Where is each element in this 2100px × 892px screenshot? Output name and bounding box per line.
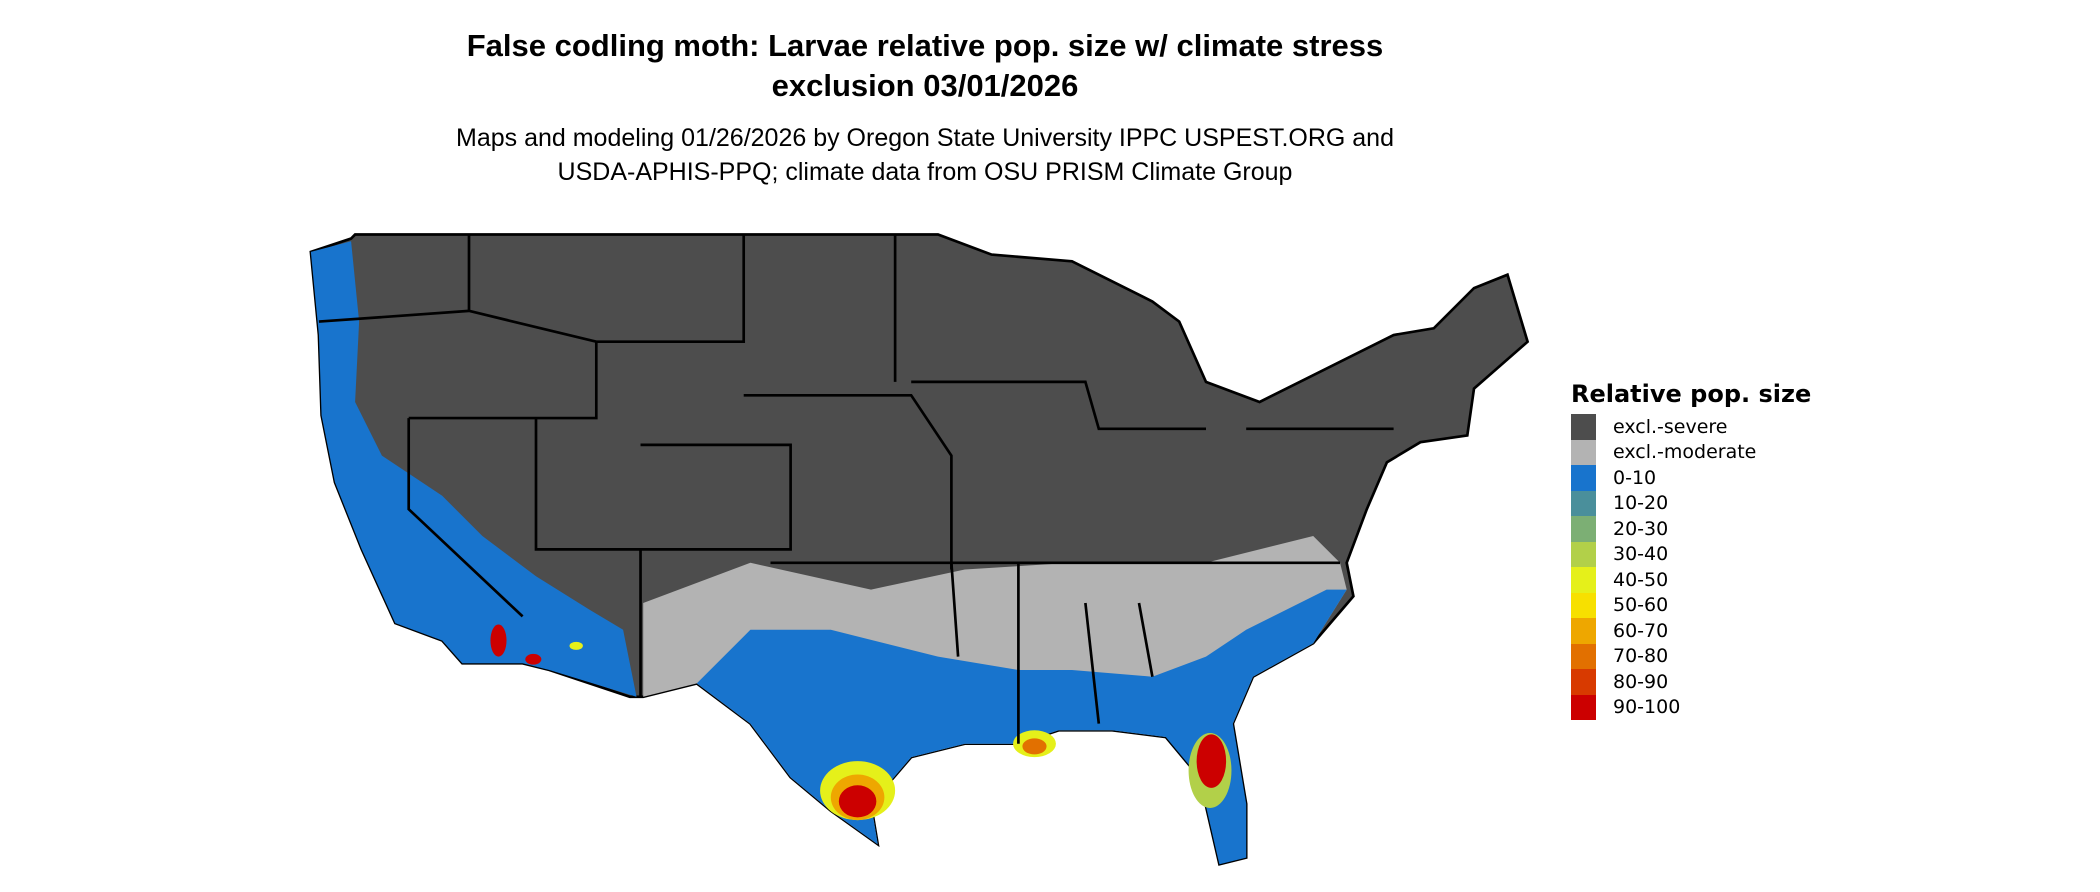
legend-item: 0-10	[1571, 465, 1811, 491]
legend-swatch	[1571, 490, 1596, 516]
legend-swatch	[1571, 439, 1596, 465]
legend-label: 70-80	[1613, 645, 1669, 668]
legend-item: 60-70	[1571, 618, 1811, 644]
legend-label: excl.-severe	[1613, 415, 1728, 438]
map-title-line2: exclusion 03/01/2026	[771, 68, 1079, 103]
legend-swatch	[1571, 516, 1596, 542]
legend-swatch	[1571, 541, 1596, 567]
legend-label: 60-70	[1613, 619, 1669, 642]
legend-swatch	[1571, 618, 1596, 644]
legend-item: 30-40	[1571, 541, 1811, 567]
legend-swatch	[1571, 567, 1596, 593]
legend-swatch	[1571, 669, 1596, 695]
legend-label: 30-40	[1613, 543, 1669, 566]
region-west-coast-0-10	[310, 241, 637, 697]
hotspot-texas	[820, 761, 896, 821]
legend-item: 70-80	[1571, 643, 1811, 669]
state-borders	[318, 234, 1394, 744]
legend-label: 80-90	[1613, 670, 1669, 693]
legend-swatch	[1571, 592, 1596, 618]
hotspot-louisiana	[1013, 730, 1056, 758]
legend-label: 10-20	[1613, 492, 1669, 515]
legend-item: 20-30	[1571, 516, 1811, 542]
legend-label: 40-50	[1613, 568, 1669, 591]
hotspot-florida	[1188, 732, 1232, 809]
legend-item: 50-60	[1571, 592, 1811, 618]
legend-item: excl.-severe	[1571, 414, 1811, 440]
legend-item: 10-20	[1571, 490, 1811, 516]
legend-label: 20-30	[1613, 517, 1669, 540]
map-title-line1: False codling moth: Larvae relative pop.…	[466, 28, 1384, 63]
legend-item: 90-100	[1571, 694, 1811, 720]
legend-swatch	[1571, 414, 1596, 440]
legend-swatch	[1571, 643, 1596, 669]
legend-label: 90-100	[1613, 696, 1681, 719]
legend-label: excl.-moderate	[1613, 441, 1757, 464]
legend: Relative pop. size excl.-severe excl.-mod…	[1571, 380, 1811, 720]
hotspot-california	[490, 624, 583, 665]
legend-swatch	[1571, 465, 1596, 491]
subtitle-line2: USDA-APHIS-PPQ; climate data from OSU PR…	[557, 158, 1293, 186]
legend-item: 40-50	[1571, 567, 1811, 593]
legend-item: 80-90	[1571, 669, 1811, 695]
subtitle-line1: Maps and modeling 01/26/2026 by Oregon S…	[456, 124, 1394, 152]
legend-label: 50-60	[1613, 594, 1669, 617]
legend-item: excl.-moderate	[1571, 439, 1811, 465]
legend-swatch	[1571, 694, 1596, 720]
legend-title: Relative pop. size	[1571, 380, 1812, 408]
legend-label: 0-10	[1613, 466, 1657, 489]
